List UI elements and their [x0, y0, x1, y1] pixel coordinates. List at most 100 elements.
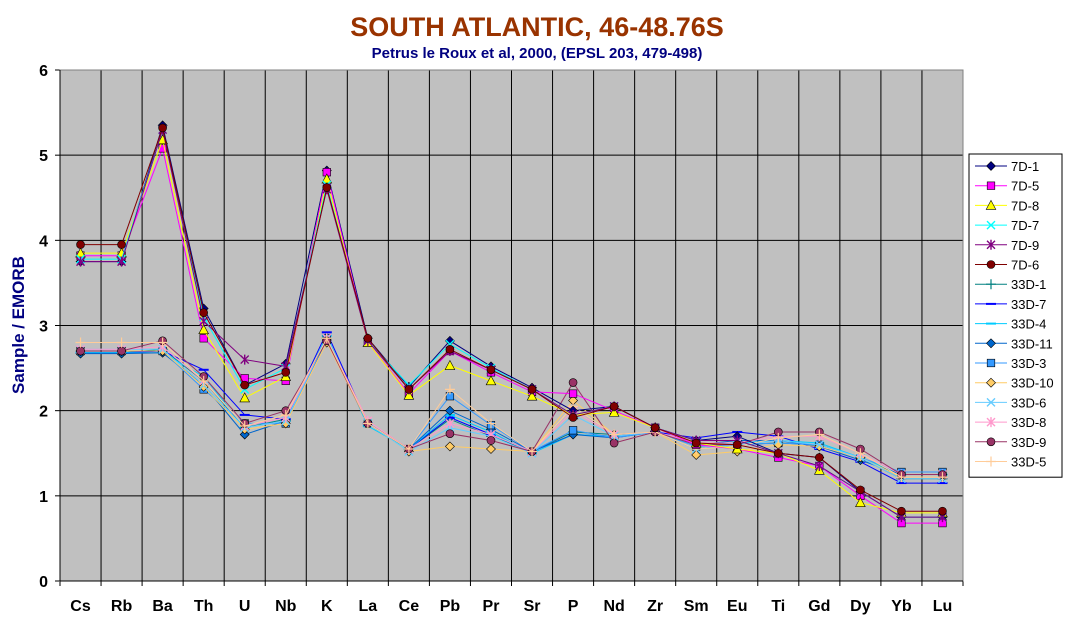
data-point — [609, 429, 620, 440]
series-line — [80, 137, 943, 514]
legend-box — [968, 153, 1063, 478]
legend-item: 33D-8 — [975, 415, 1046, 430]
data-point — [76, 240, 85, 249]
x-tick-label: Sr — [524, 598, 541, 615]
data-point — [650, 423, 660, 433]
x-tick-label: Eu — [727, 598, 747, 615]
x-tick-label: U — [239, 598, 251, 615]
legend-label: 33D-6 — [1011, 395, 1046, 410]
data-point — [486, 365, 496, 375]
y-tick-label: 3 — [39, 319, 48, 336]
data-point — [75, 337, 86, 348]
x-tick-label: Ba — [152, 598, 173, 615]
data-point — [773, 432, 784, 443]
x-tick-label: P — [568, 598, 579, 615]
x-tick-label: Lu — [933, 598, 953, 615]
data-point — [322, 183, 332, 192]
chart-title: SOUTH ATLANTIC, 46-48.76S — [350, 12, 724, 42]
legend-marker — [985, 199, 997, 210]
series-group — [75, 120, 948, 528]
x-tick-label: Pr — [483, 598, 500, 615]
data-point — [116, 337, 127, 348]
data-point — [240, 354, 250, 365]
series-line — [80, 341, 943, 478]
legend-item: 33D-5 — [975, 455, 1046, 470]
legend-item: 7D-1 — [975, 159, 1039, 174]
legend-label: 33D-4 — [1011, 317, 1046, 332]
legend-marker — [986, 260, 996, 269]
data-point — [445, 418, 455, 429]
data-point — [732, 440, 742, 450]
data-point — [240, 380, 250, 390]
legend-label: 7D-6 — [1011, 258, 1039, 273]
legend-item: 33D-1 — [975, 277, 1046, 292]
data-point — [855, 497, 866, 507]
data-point — [117, 240, 126, 249]
data-point — [485, 375, 497, 386]
data-point — [814, 461, 824, 472]
legend-label: 33D-1 — [1011, 277, 1046, 292]
legend-marker — [986, 181, 996, 190]
data-point — [362, 418, 373, 429]
data-point — [444, 384, 455, 395]
y-tick-label: 1 — [39, 489, 48, 506]
legend-marker — [986, 417, 996, 428]
data-point — [609, 402, 619, 411]
data-point — [937, 472, 948, 483]
data-point — [363, 333, 373, 343]
legend-label: 33D-8 — [1011, 415, 1046, 430]
data-point — [691, 450, 702, 460]
data-point — [199, 316, 209, 327]
data-point — [568, 413, 578, 422]
data-point — [568, 389, 578, 398]
legend-label: 33D-3 — [1011, 356, 1046, 371]
x-tick-label: Nb — [275, 598, 297, 615]
series-line — [80, 337, 943, 478]
data-point — [403, 389, 415, 400]
data-point — [117, 346, 126, 356]
legend-item: 7D-7 — [975, 218, 1039, 233]
data-point — [445, 429, 455, 438]
legend-label: 7D-7 — [1011, 218, 1039, 233]
data-point — [773, 448, 783, 458]
data-point — [321, 173, 333, 184]
series-line — [80, 339, 943, 475]
data-point — [445, 405, 455, 416]
legend-label: 7D-9 — [1011, 238, 1039, 253]
x-tick-label: Pb — [440, 598, 461, 615]
data-point — [527, 446, 538, 457]
axes: 0 1 2 3 4 5 6 Cs Rb Ba Th U Nb K La Ce Pb Pr Sr P Nd Zr Sm Eu Ti… — [39, 63, 964, 615]
x-tick-label: Ce — [399, 598, 420, 615]
legend-item: 33D-4 — [975, 317, 1046, 332]
data-point — [486, 444, 496, 454]
legend-item: 33D-3 — [975, 356, 1046, 371]
data-point — [897, 506, 906, 516]
x-tick-label: K — [321, 598, 333, 615]
data-point — [198, 375, 209, 386]
data-point — [691, 438, 701, 448]
data-point — [321, 333, 332, 344]
data-point — [608, 406, 620, 417]
data-point — [199, 308, 208, 318]
data-point — [896, 472, 907, 483]
data-point — [814, 429, 825, 440]
x-tick-label: Yb — [891, 598, 912, 615]
series-line — [80, 126, 943, 512]
legend-marker — [986, 239, 996, 250]
data-point — [568, 426, 578, 435]
legend-item: 33D-6 — [975, 395, 1046, 410]
data-point — [76, 346, 85, 356]
data-point — [815, 453, 824, 462]
legend-marker — [986, 338, 996, 349]
data-point — [404, 385, 414, 394]
data-point — [445, 441, 455, 452]
legend-item: 7D-8 — [975, 198, 1039, 213]
legend-marker — [986, 397, 996, 407]
data-point — [239, 429, 250, 440]
data-point — [445, 345, 455, 354]
data-point — [76, 256, 86, 267]
x-tick-label: Rb — [111, 598, 133, 615]
y-tick-label: 2 — [39, 404, 48, 421]
legend-marker — [986, 161, 996, 171]
